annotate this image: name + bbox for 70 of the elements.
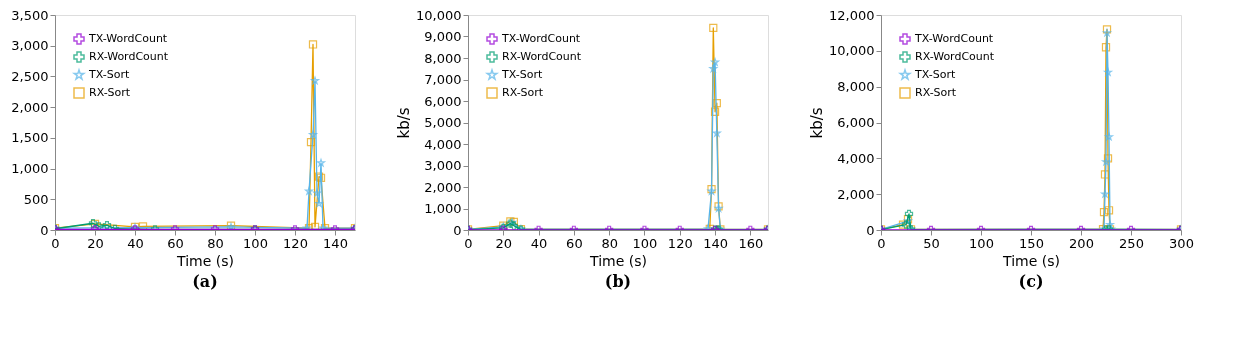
y-tick-label: 4,000	[424, 136, 462, 152]
y-tick-label: 12,000	[829, 7, 875, 23]
legend-label: TX-Sort	[501, 68, 543, 81]
x-tick-label: 80	[207, 235, 224, 251]
y-tick-label: 3,000	[424, 158, 462, 173]
x-tick-label: 60	[167, 235, 184, 251]
text: (c)	[1018, 272, 1044, 291]
legend-label: TX-WordCount	[88, 32, 168, 45]
x-tick-label: 40	[530, 235, 548, 251]
y-tick-label: 10,000	[829, 43, 875, 59]
x-tick-label: 20	[495, 235, 513, 251]
y-tick-label: 2,000	[424, 179, 462, 195]
y-tick-label: 2,500	[11, 68, 49, 84]
y-tick-label: 8,000	[837, 79, 875, 95]
x-tick-label: 150	[1019, 235, 1044, 251]
x-tick-label: 60	[566, 235, 583, 251]
x-axis-title: Time (s)	[176, 252, 234, 269]
x-axis-title: Time (s)	[1002, 252, 1060, 269]
legend-label: RX-Sort	[502, 86, 544, 99]
legend-label: TX-Sort	[914, 68, 956, 81]
legend-label: RX-WordCount	[89, 50, 169, 63]
x-tick-label: 40	[127, 235, 144, 251]
x-tick-label: 0	[51, 235, 60, 251]
x-tick-label: 100	[969, 235, 994, 251]
x-tick-label: 100	[632, 235, 658, 251]
x-axis-title: Time (s)	[589, 252, 647, 269]
x-tick-label: 20	[87, 235, 104, 251]
y-tick-label: 1,000	[424, 201, 462, 216]
y-tick-label: 7,000	[424, 72, 462, 87]
legend-label: RX-Sort	[915, 86, 957, 99]
y-axis-title: kb/s	[808, 107, 827, 139]
x-tick-label: 120	[667, 235, 693, 251]
text: (b)	[604, 272, 632, 291]
x-tick-label: 0	[464, 235, 473, 251]
y-tick-label: 2,000	[837, 186, 875, 202]
y-tick-label: 10,000	[416, 7, 462, 23]
legend-label: RX-Sort	[89, 86, 131, 99]
y-tick-label: 500	[23, 191, 49, 207]
y-tick-label: 0	[453, 222, 462, 238]
y-tick-label: 2,000	[11, 99, 49, 115]
y-axis-title: kb/s	[395, 107, 414, 139]
x-tick-label: 50	[923, 235, 940, 251]
y-tick-label: 3,500	[11, 7, 49, 23]
y-tick-label: 0	[40, 222, 49, 238]
text: (a)	[192, 272, 218, 291]
y-tick-label: 0	[866, 222, 875, 238]
y-tick-label: 1,000	[11, 161, 49, 177]
x-tick-label: 100	[243, 235, 268, 251]
y-tick-label: 4,000	[837, 150, 875, 166]
legend-label: TX-WordCount	[914, 32, 994, 45]
y-tick-label: 6,000	[424, 93, 462, 109]
y-tick-label: 1,500	[11, 130, 49, 146]
y-tick-label: 5,000	[424, 115, 462, 130]
y-tick-label: 3,000	[11, 38, 49, 54]
x-tick-label: 140	[703, 235, 728, 251]
x-tick-label: 80	[601, 235, 618, 251]
x-tick-label: 120	[283, 235, 308, 251]
legend-label: RX-WordCount	[502, 50, 582, 63]
legend-label: TX-Sort	[88, 68, 130, 81]
legend-label: TX-WordCount	[501, 32, 581, 45]
y-tick-label: 8,000	[424, 50, 462, 66]
legend-label: RX-WordCount	[915, 50, 995, 63]
x-tick-label: 140	[323, 235, 348, 251]
x-tick-label: 250	[1119, 235, 1144, 251]
x-tick-label: 300	[1169, 235, 1194, 251]
x-tick-label: 0	[877, 235, 886, 251]
y-tick-label: 6,000	[837, 115, 875, 130]
x-tick-label: 160	[738, 235, 764, 251]
y-tick-label: 9,000	[424, 29, 462, 44]
x-tick-label: 200	[1069, 235, 1094, 251]
